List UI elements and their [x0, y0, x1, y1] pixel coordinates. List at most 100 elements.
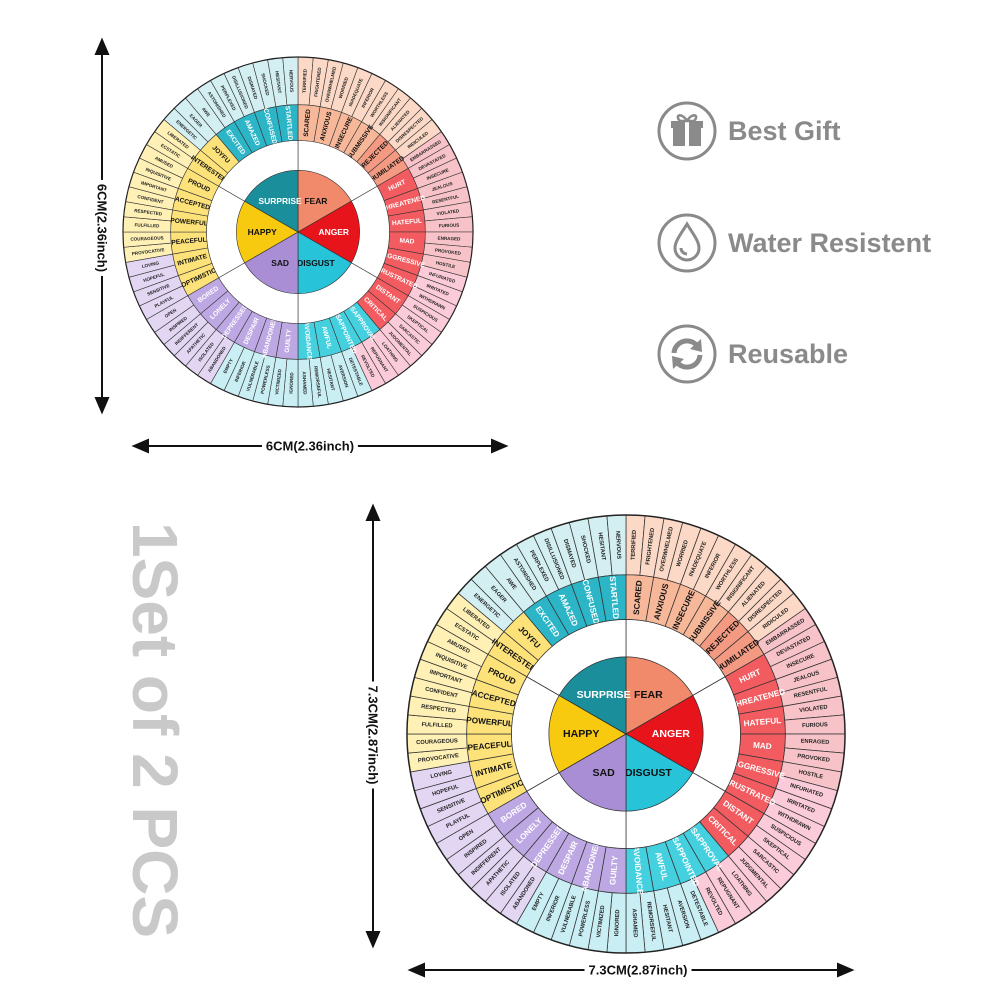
core-segment [244, 170, 299, 233]
outer-emotion-label: COURAGEOUS [416, 738, 458, 746]
core-emotion-label: HAPPY [563, 728, 599, 740]
outer-emotion-label: HOPEFUL [143, 272, 165, 283]
middle-emotion-label: SCARED [303, 109, 312, 137]
core-emotion-label: HAPPY [248, 227, 277, 237]
outer-emotion-label: PROVOCATIVE [132, 247, 165, 256]
outer-emotion-label: VICTIMIZED [274, 368, 282, 395]
outer-emotion-label: RESPECTED [134, 208, 163, 217]
outer-emotion-label: HOSTILE [798, 769, 824, 780]
core-emotion-label: SAD [271, 258, 289, 268]
outer-emotion-label: TERRIFIED [302, 68, 308, 93]
outer-emotion-label: EMPTY [222, 358, 234, 374]
outer-emotion-label: FULFILLED [134, 222, 160, 228]
core-emotion-label: SURPRISE [259, 196, 303, 206]
feature-label: Reusable [728, 338, 849, 369]
core-emotion-label: DISGUST [625, 767, 672, 779]
outer-emotion-label: PROVOKED [435, 248, 462, 256]
outer-emotion-label: PROVOKED [797, 754, 830, 764]
core-segment [548, 694, 627, 774]
water-drop-icon [656, 212, 718, 274]
core-emotion-label: FEAR [634, 689, 663, 701]
emotion-wheel-large: TERRIFIED FRIGHTENED OVERWHELMED WORRIEDINA… [406, 514, 846, 954]
outer-emotion-label: WORRIED [338, 76, 350, 99]
middle-emotion-label: MAD [399, 237, 415, 245]
middle-emotion-label: STARTLED [283, 106, 293, 141]
core-segment [297, 170, 352, 233]
core-emotion-label: ANGER [319, 227, 349, 237]
large-height-label: 7.3CM(2.87inch) [365, 681, 381, 789]
core-emotion-label: SURPRISE [577, 689, 631, 701]
outer-emotion-label: HESITANT [596, 532, 606, 561]
outer-emotion-label: REMORSEFUL [645, 901, 656, 942]
outer-emotion-label: AWE [201, 106, 211, 117]
small-height-label: 6CM(2.36inch) [94, 179, 110, 277]
gift-icon [656, 100, 718, 162]
outer-emotion-label: FRIGHTENED [313, 66, 322, 97]
outer-emotion-label: LOVING [430, 770, 453, 781]
middle-emotion-label: PEACEFUL [467, 740, 512, 753]
feature-label: Water Resistent [728, 227, 932, 258]
feature-label: Best Gift [728, 115, 841, 146]
outer-emotion-label: VIOLATED [799, 704, 828, 714]
outer-emotion-label: ASHAMED [302, 371, 308, 395]
large-width-label: 7.3CM(2.87inch) [584, 962, 692, 978]
core-segment [236, 200, 299, 264]
core-segment [625, 733, 694, 812]
emotion-wheel-small: TERRIFIED FRIGHTENED OVERWHELMED WORRIEDINA… [122, 56, 474, 408]
core-emotion-label: FEAR [304, 196, 327, 206]
outer-emotion-label: ENRAGED [801, 739, 830, 746]
outer-emotion-label: REMORSEFUL [313, 366, 322, 399]
core-emotion-label: ANGER [652, 728, 691, 740]
core-emotion-label: DISGUST [297, 258, 335, 268]
middle-emotion-label: GUILTY [608, 855, 620, 886]
outer-emotion-label: COURAGEOUS [130, 235, 163, 241]
core-emotion-label: SAD [592, 767, 615, 779]
feature-reusable: Reusable [656, 323, 848, 385]
core-segment [297, 231, 352, 294]
outer-emotion-label: ASHAMED [631, 908, 638, 937]
outer-emotion-label: PROVOCATIVE [418, 753, 460, 764]
small-width-label: 6CM(2.36inch) [261, 438, 359, 454]
middle-emotion-label: SCARED [632, 580, 644, 615]
outer-emotion-label: VICTIMIZED [596, 905, 606, 938]
outer-emotion-label: FURIOUS [439, 222, 460, 228]
outer-emotion-label: FULFILLED [421, 722, 452, 729]
middle-emotion-label: HATEFUL [743, 716, 781, 728]
outer-emotion-label: TERRIFIED [631, 530, 638, 560]
middle-emotion-label: STARTLED [608, 576, 621, 620]
outer-emotion-label: AVERSION [338, 364, 350, 388]
outer-emotion-label: HESITANT [274, 71, 282, 94]
middle-emotion-label: AVOIDANCE [302, 321, 312, 361]
feature-water-resistent: Water Resistent [656, 212, 931, 274]
outer-emotion-label: JEALOUS [431, 181, 453, 192]
outer-emotion-label: NERVOUS [288, 70, 294, 93]
middle-emotion-label: AVOIDANCE [631, 846, 644, 896]
recycle-icon [656, 323, 718, 385]
outer-emotion-label: CONFIDENT [137, 194, 164, 205]
middle-emotion-label: MAD [753, 741, 772, 752]
core-segment [297, 200, 360, 264]
outer-emotion-label: IGNORED [288, 372, 294, 394]
outer-emotion-label: FURIOUS [802, 722, 828, 729]
middle-emotion-label: HATEFUL [392, 218, 423, 228]
feature-best-gift: Best Gift [656, 100, 841, 162]
outer-emotion-label: NERVOUS [614, 531, 621, 560]
middle-emotion-label: POWERFUL [466, 716, 514, 729]
outer-emotion-label: LOVING [141, 260, 160, 269]
outer-emotion-label: OPEN [164, 308, 178, 319]
core-segment [558, 656, 627, 735]
set-title: 1Set of 2 PCS [119, 521, 191, 939]
outer-emotion-label: FRIGHTENED [645, 528, 656, 566]
outer-emotion-label: RESENTFUL [432, 194, 460, 205]
middle-emotion-label: PEACEFUL [171, 237, 207, 247]
core-segment [625, 694, 704, 774]
outer-emotion-label: VIOLATED [436, 208, 460, 216]
core-segment [244, 231, 299, 294]
outer-emotion-label: RESPECTED [421, 704, 456, 715]
outer-emotion-label: IGNORED [614, 910, 621, 937]
core-segment [558, 733, 627, 812]
outer-emotion-label: SHOCKED [260, 73, 270, 97]
middle-emotion-label: GUILTY [284, 328, 293, 353]
outer-emotion-label: ENRAGED [437, 236, 461, 242]
outer-emotion-label: HOSTILE [435, 260, 455, 269]
